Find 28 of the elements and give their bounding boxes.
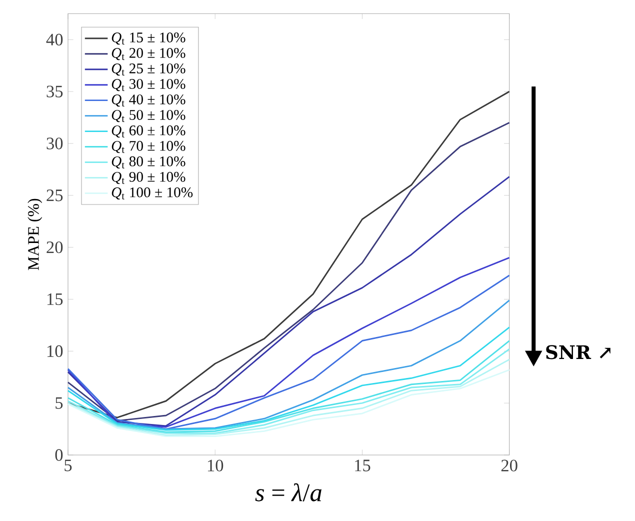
legend-label: Q$_{t}$ 15 ± 10%	[112, 32, 186, 45]
legend-label: Q$_{t}$ 50 ± 10%	[112, 110, 186, 122]
legend-label: Q$_{t}$ 80 ± 10%	[112, 156, 186, 169]
x-tick-label: 20	[501, 460, 518, 472]
y-tick-label: 0	[55, 449, 63, 461]
legend-label: Q$_{t}$ 90 ± 10%	[112, 172, 186, 184]
y-axis-title: MAPE (%)	[28, 198, 42, 270]
y-tick-label: 25	[46, 190, 63, 202]
legend-label: Q$_{t}$ 25 ± 10%	[112, 63, 186, 76]
legend-label: Q$_{t}$ 100 ± 10%	[112, 187, 193, 200]
y-tick-label: 35	[46, 86, 63, 98]
y-tick-label: 5	[56, 397, 63, 409]
x-tick-label: 10	[208, 460, 224, 472]
legend-label: Q$_{t}$ 40 ± 10%	[112, 94, 186, 107]
x-axis-title: s = λ/a	[255, 483, 322, 502]
y-tick-label: 20	[46, 241, 63, 254]
legend-label: Q$_{t}$ 70 ± 10%	[112, 140, 186, 154]
y-tick-label: 40	[46, 34, 63, 46]
x-tick-label: 5	[64, 460, 72, 472]
text: SNR ↗	[546, 345, 610, 360]
x-tick-label: 15	[355, 460, 370, 472]
y-tick-label: 10	[47, 345, 63, 357]
legend-label: Q$_{t}$ 20 ± 10%	[112, 48, 186, 60]
legend-label: Q$_{t}$ 60 ± 10%	[112, 125, 186, 138]
line-series	[67, 300, 510, 430]
y-tick-label: 15	[47, 293, 63, 306]
legend-label: Q$_{t}$ 30 ± 10%	[112, 78, 186, 92]
y-tick-label: 30	[46, 138, 63, 150]
